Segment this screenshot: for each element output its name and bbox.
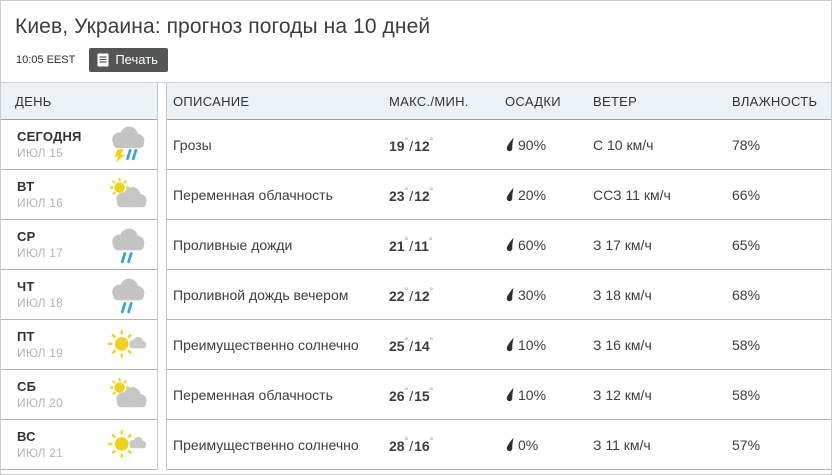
column-header-maxmin: МАКС./МИН. bbox=[389, 93, 469, 109]
day-name: ВС bbox=[17, 429, 36, 444]
column-header-day-label: ДЕНЬ bbox=[15, 93, 52, 109]
precip-chance: 0% bbox=[502, 437, 593, 453]
precip-chance: 20% bbox=[502, 187, 593, 203]
precip-chance: 30% bbox=[502, 287, 593, 303]
day-date: ИЮЛ 21 bbox=[17, 446, 63, 460]
forecast-row[interactable]: Преимущественно солнечно 28°/16° 0% З 11… bbox=[167, 420, 831, 470]
forecast-row[interactable]: Преимущественно солнечно 25°/14° 10% З 1… bbox=[167, 320, 831, 370]
humidity-value: 58% bbox=[732, 336, 761, 353]
column-header-precip: ОСАДКИ bbox=[505, 93, 561, 109]
day-date: ИЮЛ 20 bbox=[17, 396, 63, 410]
temperature-hi-lo: 23°/12° bbox=[389, 185, 434, 204]
column-header-description: ОПИСАНИЕ bbox=[173, 93, 250, 109]
raindrop-icon bbox=[506, 237, 514, 252]
day-name: СЕГОДНЯ bbox=[17, 129, 82, 144]
day-date: ИЮЛ 16 bbox=[17, 196, 63, 210]
day-name: ВТ bbox=[17, 179, 35, 194]
temperature-hi-lo: 26°/15° bbox=[389, 385, 434, 404]
forecast-row[interactable]: Грозы 19°/12° 90% С 10 км/ч 78% bbox=[167, 120, 831, 170]
day-cell-sat[interactable]: СБ ИЮЛ 20 bbox=[1, 370, 157, 420]
details-header-row: ОПИСАНИЕ МАКС./МИН. ОСАДКИ ВЕТЕР ВЛАЖНОС… bbox=[167, 83, 831, 120]
temperature-hi-lo: 28°/16° bbox=[389, 435, 434, 454]
forecast-row[interactable]: Проливные дожди 21°/11° 60% З 17 км/ч 65… bbox=[167, 220, 831, 270]
thunderstorms-icon bbox=[105, 126, 149, 164]
forecast-row[interactable]: Переменная облачность 23°/12° 20% ССЗ 11… bbox=[167, 170, 831, 220]
temperature-hi-lo: 19°/12° bbox=[389, 135, 434, 154]
wind-value: З 18 км/ч bbox=[593, 286, 652, 303]
print-button[interactable]: Печать bbox=[89, 48, 168, 72]
humidity-value: 57% bbox=[732, 436, 761, 453]
forecast-table: ДЕНЬ СЕГОДНЯ ИЮЛ 15 ВТ ИЮЛ 16 СР ИЮЛ 17 … bbox=[1, 82, 831, 470]
column-header-humidity: ВЛАЖНОСТЬ bbox=[732, 93, 818, 109]
raindrop-icon bbox=[506, 137, 514, 152]
condition-text: Переменная облачность bbox=[173, 386, 333, 403]
condition-text: Преимущественно солнечно bbox=[173, 436, 359, 453]
raindrop-icon bbox=[506, 187, 514, 202]
partly-cloudy-icon bbox=[105, 376, 149, 414]
local-time: 10:05 EEST bbox=[16, 54, 76, 66]
temperature-hi-lo: 21°/11° bbox=[389, 235, 433, 254]
condition-text: Переменная облачность bbox=[173, 186, 333, 203]
day-name: ЧТ bbox=[17, 279, 35, 294]
details-column: ОПИСАНИЕ МАКС./МИН. ОСАДКИ ВЕТЕР ВЛАЖНОС… bbox=[166, 83, 831, 470]
day-date: ИЮЛ 18 bbox=[17, 296, 63, 310]
precip-chance: 60% bbox=[502, 237, 593, 253]
page-header: Киев, Украина: прогноз погоды на 10 дней… bbox=[1, 1, 831, 72]
document-icon bbox=[97, 53, 109, 66]
precip-chance: 90% bbox=[502, 137, 593, 153]
humidity-value: 65% bbox=[732, 236, 761, 253]
print-button-label: Печать bbox=[115, 52, 158, 67]
rain-icon bbox=[105, 226, 149, 264]
humidity-value: 58% bbox=[732, 386, 761, 403]
wind-value: С 10 км/ч bbox=[593, 136, 654, 153]
day-date: ИЮЛ 19 bbox=[17, 346, 63, 360]
column-header-wind: ВЕТЕР bbox=[593, 93, 638, 109]
day-cell-thu[interactable]: ЧТ ИЮЛ 18 bbox=[1, 270, 157, 320]
humidity-value: 68% bbox=[732, 286, 761, 303]
precip-chance: 10% bbox=[502, 337, 593, 353]
day-name: СР bbox=[17, 229, 36, 244]
forecast-row[interactable]: Проливной дождь вечером 22°/12° 30% З 18… bbox=[167, 270, 831, 320]
wind-value: З 12 км/ч bbox=[593, 386, 652, 403]
humidity-value: 66% bbox=[732, 186, 761, 203]
condition-text: Грозы bbox=[173, 136, 212, 153]
day-name: ПТ bbox=[17, 329, 35, 344]
column-gutter bbox=[158, 83, 166, 470]
day-date: ИЮЛ 17 bbox=[17, 246, 63, 260]
day-cell-sun[interactable]: ВС ИЮЛ 21 bbox=[1, 420, 157, 470]
forecast-row[interactable]: Переменная облачность 26°/15° 10% З 12 к… bbox=[167, 370, 831, 420]
precip-chance: 10% bbox=[502, 387, 593, 403]
column-header-day: ДЕНЬ bbox=[1, 83, 157, 120]
raindrop-icon bbox=[506, 437, 514, 452]
partly-cloudy-icon bbox=[105, 176, 149, 214]
mostly-sunny-icon bbox=[105, 326, 149, 364]
page-title: Киев, Украина: прогноз погоды на 10 дней bbox=[15, 15, 431, 38]
condition-text: Преимущественно солнечно bbox=[173, 336, 359, 353]
condition-text: Проливные дожди bbox=[173, 236, 293, 253]
day-column: ДЕНЬ СЕГОДНЯ ИЮЛ 15 ВТ ИЮЛ 16 СР ИЮЛ 17 … bbox=[1, 83, 158, 470]
wind-value: З 11 км/ч bbox=[593, 436, 651, 453]
day-cell-tue[interactable]: ВТ ИЮЛ 16 bbox=[1, 170, 157, 220]
wind-value: ССЗ 11 км/ч bbox=[593, 186, 671, 203]
condition-text: Проливной дождь вечером bbox=[173, 286, 349, 303]
day-cell-fri[interactable]: ПТ ИЮЛ 19 bbox=[1, 320, 157, 370]
humidity-value: 78% bbox=[732, 136, 761, 153]
mostly-sunny-icon bbox=[105, 426, 149, 464]
day-name: СБ bbox=[17, 379, 37, 394]
wind-value: З 17 км/ч bbox=[593, 236, 652, 253]
raindrop-icon bbox=[506, 287, 514, 302]
raindrop-icon bbox=[506, 337, 514, 352]
raindrop-icon bbox=[506, 387, 514, 402]
rain-icon bbox=[105, 276, 149, 314]
day-cell-wed[interactable]: СР ИЮЛ 17 bbox=[1, 220, 157, 270]
day-cell-today[interactable]: СЕГОДНЯ ИЮЛ 15 bbox=[1, 120, 157, 170]
temperature-hi-lo: 25°/14° bbox=[389, 335, 434, 354]
temperature-hi-lo: 22°/12° bbox=[389, 285, 434, 304]
wind-value: З 16 км/ч bbox=[593, 336, 652, 353]
day-date: ИЮЛ 15 bbox=[17, 146, 63, 160]
